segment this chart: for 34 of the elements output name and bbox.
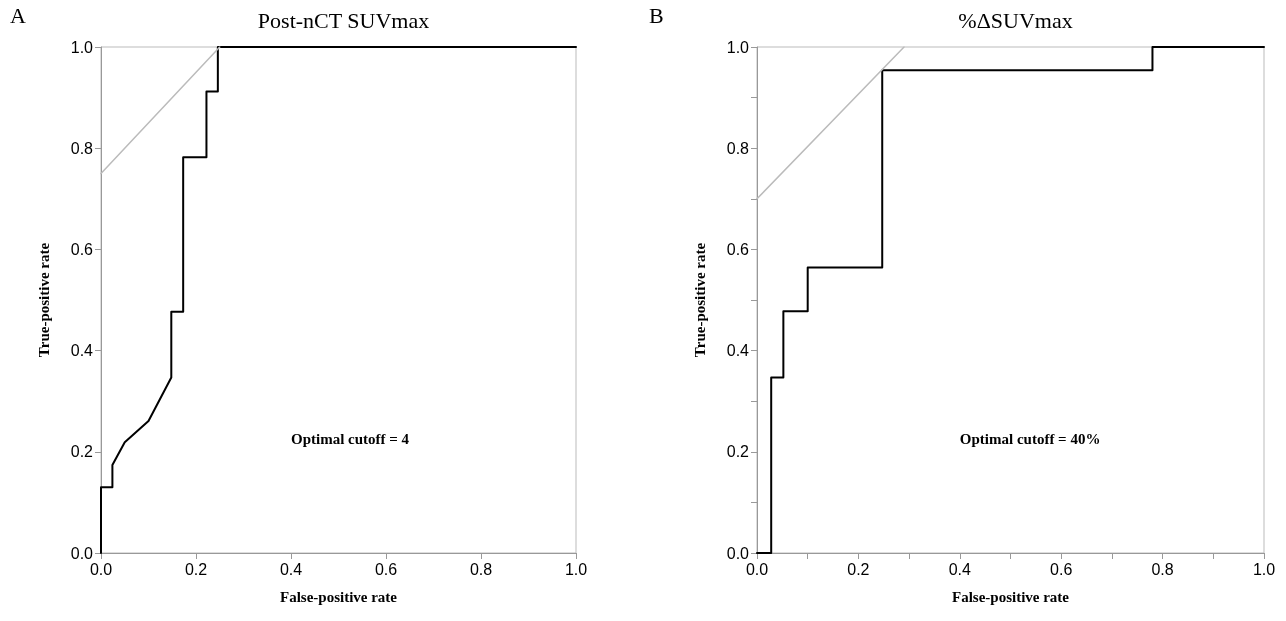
y-axis-title: True-positive rate [35, 242, 52, 358]
annotation: Optimal cutoff = 40% [959, 431, 1101, 448]
y-tick-label: 1.0 [70, 38, 94, 56]
x-tick-label: 0.2 [184, 560, 208, 578]
x-tick-label: 0.8 [469, 560, 493, 578]
x-tick-label: 0.4 [279, 560, 303, 578]
y-tick-label: 0.8 [70, 139, 94, 157]
x-tick-label: 0.6 [1050, 560, 1073, 578]
x-tick-label: 0.0 [89, 560, 113, 578]
text: A [10, 2, 26, 28]
y-tick-label: 0.4 [70, 342, 94, 360]
y-tick-label: 0.0 [726, 544, 750, 562]
x-axis-title: False-positive rate [279, 588, 398, 605]
y-tick-label: 0.6 [70, 240, 94, 258]
y-tick-label: 0.2 [726, 443, 750, 461]
y-tick-label: 0.6 [726, 240, 750, 258]
chart-title: Post-nCT SUVmax [257, 7, 430, 33]
x-tick-label: 0.2 [847, 560, 870, 578]
x-tick-label: 1.0 [1252, 560, 1276, 578]
x-tick-label: 1.0 [564, 560, 588, 578]
x-axis-title: False-positive rate [951, 588, 1070, 605]
y-tick-label: 0.8 [726, 139, 750, 157]
y-tick-label: 0.2 [70, 443, 94, 461]
y-tick-label: 1.0 [726, 38, 750, 56]
x-tick-label: 0.4 [948, 560, 972, 578]
x-tick-label: 0.6 [374, 560, 398, 578]
chart-title: %ΔSUVmax [958, 7, 1073, 33]
x-tick-label: 0.0 [745, 560, 769, 578]
annotation: Optimal cutoff = 4 [291, 431, 410, 448]
y-tick-label: 0.0 [70, 544, 94, 562]
x-tick-label: 0.8 [1151, 560, 1174, 578]
y-tick-label: 0.4 [726, 342, 750, 360]
text: B [649, 2, 664, 28]
y-axis-title: True-positive rate [691, 242, 708, 358]
